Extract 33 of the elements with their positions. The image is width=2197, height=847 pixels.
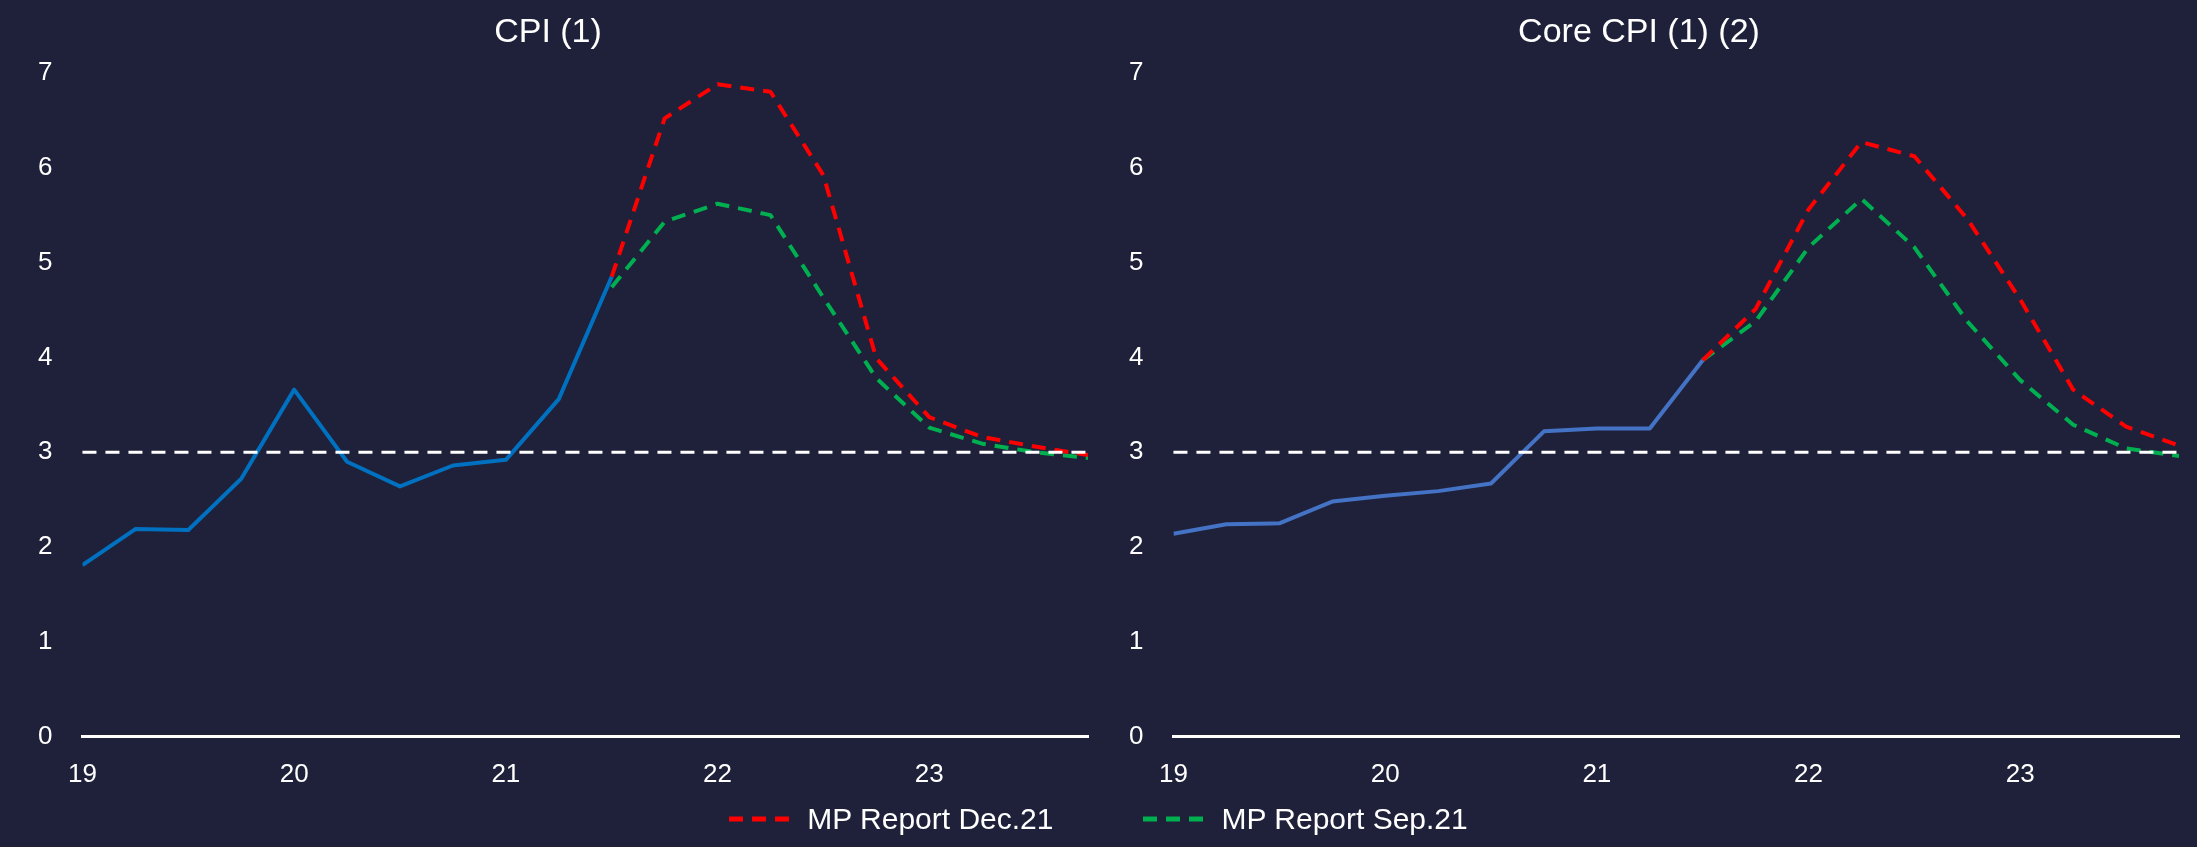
legend-label: MP Report Dec.21 bbox=[807, 801, 1054, 836]
x-tick-label: 20 bbox=[1370, 757, 1400, 788]
x-tick-label: 21 bbox=[491, 757, 521, 788]
x-tick-label: 23 bbox=[2005, 757, 2035, 788]
y-tick-label: 1 bbox=[37, 625, 53, 656]
y-tick-label: 4 bbox=[37, 340, 53, 371]
y-tick-label: 6 bbox=[1128, 150, 1144, 181]
y-tick-label: 6 bbox=[37, 150, 53, 181]
line-series bbox=[609, 82, 1088, 458]
y-tick-label: 7 bbox=[37, 55, 53, 86]
y-tick-label: 2 bbox=[1128, 530, 1144, 561]
y-tick-label: 4 bbox=[1128, 340, 1144, 371]
y-tick-label: 3 bbox=[1128, 435, 1144, 466]
x-tick-label: 22 bbox=[1794, 757, 1823, 788]
line-series bbox=[1700, 140, 2179, 448]
y-tick-label: 2 bbox=[37, 530, 53, 561]
y-tick-label: 5 bbox=[37, 245, 53, 276]
legend-label: MP Report Sep.21 bbox=[1221, 801, 1468, 836]
x-tick-label: 19 bbox=[1159, 757, 1188, 788]
y-tick-label: 3 bbox=[37, 435, 53, 466]
y-tick-label: 1 bbox=[1128, 625, 1144, 656]
line-series bbox=[609, 201, 1088, 460]
x-tick-label: 22 bbox=[703, 757, 732, 788]
chart-title: CPI (1) bbox=[494, 10, 602, 49]
y-tick-label: 5 bbox=[1128, 245, 1144, 276]
y-tick-label: 0 bbox=[37, 719, 53, 750]
chart-title: Core CPI (1) (2) bbox=[1518, 10, 1760, 49]
x-tick-label: 20 bbox=[279, 757, 309, 788]
x-tick-label: 19 bbox=[68, 757, 97, 788]
x-tick-label: 21 bbox=[1582, 757, 1612, 788]
x-tick-label: 23 bbox=[914, 757, 944, 788]
y-tick-label: 0 bbox=[1128, 719, 1144, 750]
y-tick-label: 7 bbox=[1128, 55, 1144, 86]
